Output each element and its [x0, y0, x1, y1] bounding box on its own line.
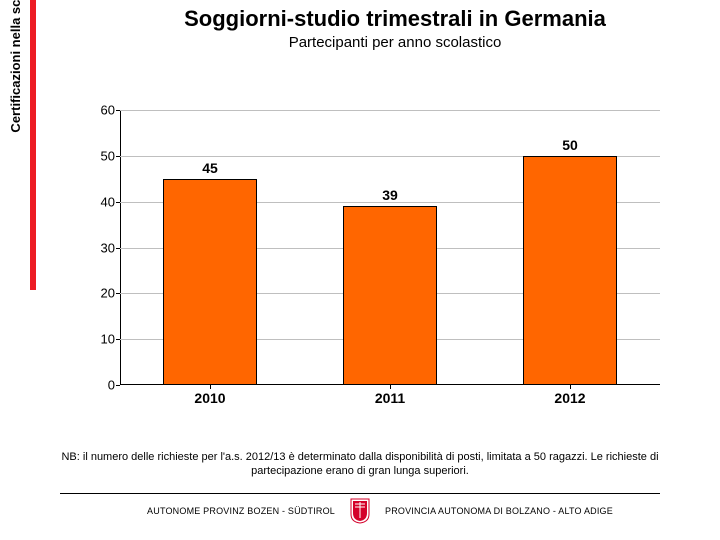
y-tick-label: 10 [85, 332, 115, 347]
y-tick-mark [116, 339, 120, 340]
x-tick-mark [390, 385, 391, 389]
gridline [120, 110, 660, 111]
y-tick-label: 0 [85, 378, 115, 393]
bar [523, 156, 617, 385]
footer: AUTONOME PROVINZ BOZEN - SÜDTIROL PROVIN… [60, 493, 660, 524]
chart-subtitle: Partecipanti per anno scolastico [110, 34, 680, 51]
chart-title: Soggiorni-studio trimestrali in Germania [110, 6, 680, 32]
bar [163, 179, 257, 385]
y-tick-label: 40 [85, 194, 115, 209]
footer-right-text: PROVINCIA AUTONOMA DI BOLZANO - ALTO ADI… [385, 506, 660, 516]
bar-value-label: 45 [202, 160, 218, 176]
y-tick-mark [116, 248, 120, 249]
y-tick-label: 50 [85, 148, 115, 163]
bar-value-label: 50 [562, 137, 578, 153]
x-tick-label: 2012 [554, 390, 585, 406]
y-tick-label: 60 [85, 103, 115, 118]
x-tick-mark [210, 385, 211, 389]
chart-container: 0 10 20 30 40 50 60 45 2010 39 2011 50 2012 [80, 100, 680, 420]
chart-plot-area: 0102030405060452010392011502012 [120, 110, 660, 385]
y-tick-mark [116, 202, 120, 203]
sidebar-vertical-label: Certificazioni nella scuola in lingua it… [8, 0, 23, 140]
crest-icon [349, 498, 371, 524]
y-tick-mark [116, 110, 120, 111]
y-tick-mark [116, 293, 120, 294]
footer-left-text: AUTONOME PROVINZ BOZEN - SÜDTIROL [60, 506, 335, 516]
bar [343, 206, 437, 385]
y-tick-mark [116, 385, 120, 386]
bar-value-label: 39 [382, 187, 398, 203]
y-tick-mark [116, 156, 120, 157]
y-tick-label: 20 [85, 286, 115, 301]
x-tick-label: 2010 [194, 390, 225, 406]
y-tick-label: 30 [85, 240, 115, 255]
sidebar-red-rule [30, 0, 36, 290]
x-tick-mark [570, 385, 571, 389]
x-tick-label: 2011 [375, 390, 405, 406]
chart-footnote: NB: il numero delle richieste per l'a.s.… [30, 450, 690, 479]
title-block: Soggiorni-studio trimestrali in Germania… [110, 6, 680, 51]
